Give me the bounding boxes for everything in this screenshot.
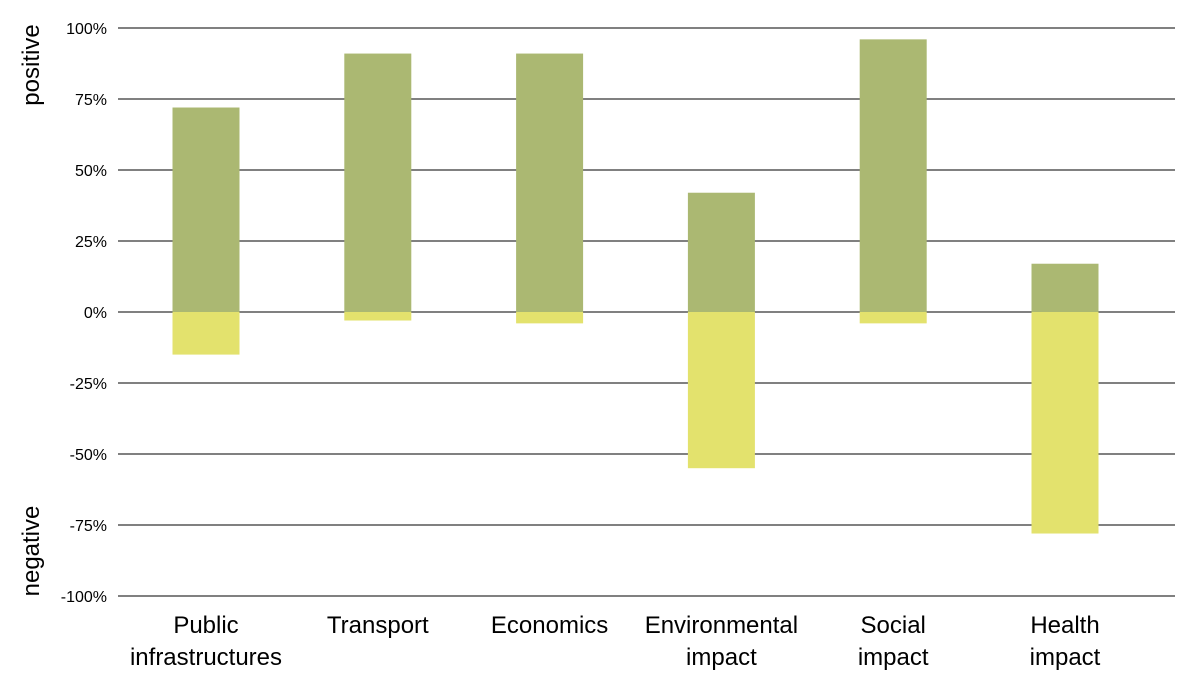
y-tick-label: 0%: [84, 305, 107, 322]
negative-axis-label: negative: [18, 506, 45, 597]
category-label: Economics: [491, 612, 608, 639]
y-tick-label: 100%: [66, 21, 107, 38]
positive-axis-label: positive: [18, 24, 45, 105]
bar-negative: [516, 312, 584, 324]
y-tick-label: -75%: [70, 518, 107, 535]
bar-negative: [344, 312, 412, 321]
category-label: Transport: [327, 612, 429, 639]
bars: [172, 39, 1099, 534]
y-tick-label: 25%: [75, 234, 107, 251]
bar-negative: [859, 312, 927, 324]
category-label: Environmental impact: [645, 612, 798, 671]
y-tick-label: 75%: [75, 92, 107, 109]
bar-positive: [859, 39, 927, 313]
bar-positive: [687, 192, 755, 312]
y-tick-label: 50%: [75, 163, 107, 180]
bar-negative: [1031, 312, 1099, 534]
y-tick-label: -50%: [70, 447, 107, 464]
bar-negative: [172, 312, 240, 355]
category-labels: Public infrastructures Transport Economics E…: [130, 612, 1101, 671]
category-label: Health impact: [1030, 612, 1101, 671]
bar-positive: [516, 53, 584, 313]
bar-positive: [344, 53, 412, 313]
y-tick-label: -25%: [70, 376, 107, 393]
bar-positive: [172, 107, 240, 313]
category-label: Social impact: [858, 612, 929, 671]
category-label: Public infrastructures: [130, 612, 282, 671]
bar-positive: [1031, 263, 1099, 312]
bar-negative: [687, 312, 755, 469]
y-tick-label: -100%: [61, 589, 107, 606]
y-tick-labels: 100% 75% 50% 25% 0% -25% -50% -75% -100%: [61, 21, 107, 606]
gridlines: [118, 27, 1175, 597]
